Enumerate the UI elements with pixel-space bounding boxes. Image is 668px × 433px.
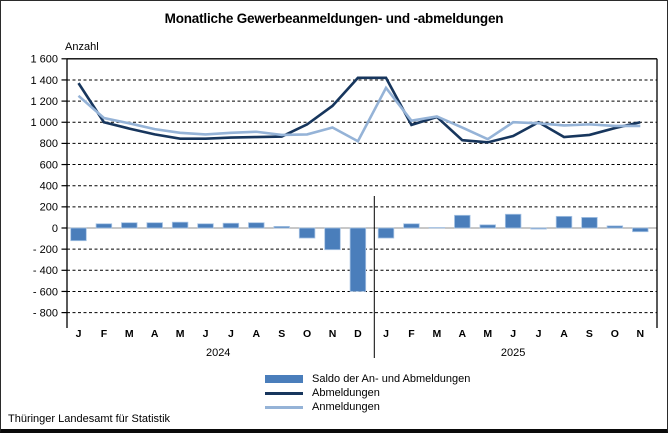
svg-text:- 600: - 600	[33, 286, 58, 298]
svg-text:1 200: 1 200	[30, 96, 58, 108]
svg-text:- 400: - 400	[33, 265, 58, 277]
svg-text:400: 400	[40, 181, 58, 193]
saldo-bar	[146, 222, 163, 229]
saldo-bar	[298, 227, 316, 239]
svg-text:F: F	[408, 328, 415, 340]
svg-text:D: D	[354, 328, 362, 340]
source-note: Thüringer Landesamt für Statistik	[8, 413, 171, 425]
svg-text:2024: 2024	[206, 347, 230, 359]
saldo-bar-swatch	[265, 375, 303, 383]
anmeldungen-line-swatch	[265, 405, 303, 409]
abmeldungen-line	[77, 76, 641, 144]
saldo-bar	[428, 227, 446, 229]
legend-item-saldo: Saldo der An- und Abmeldungen	[265, 373, 470, 385]
svg-text:J: J	[228, 328, 234, 340]
saldo-bar	[95, 223, 113, 229]
saldo-bars	[70, 213, 649, 292]
saldo-bar	[504, 213, 522, 229]
saldo-bar	[377, 227, 395, 239]
saldo-bar	[197, 223, 214, 229]
x-axis-year-labels: 2024 2025	[206, 347, 525, 359]
svg-text:A: A	[151, 328, 159, 340]
saldo-bar	[530, 227, 547, 230]
saldo-bar	[555, 215, 573, 229]
svg-text:0: 0	[52, 223, 58, 235]
svg-text:2025: 2025	[501, 347, 525, 359]
anmeldungen-line	[77, 85, 641, 144]
saldo-bar	[121, 222, 138, 229]
svg-text:M: M	[483, 328, 492, 340]
svg-text:A: A	[458, 328, 466, 340]
svg-text:O: O	[611, 328, 619, 340]
saldo-bar	[324, 227, 341, 251]
saldo-bar	[273, 226, 290, 229]
saldo-bar	[606, 225, 624, 229]
saldo-bar	[581, 217, 598, 229]
svg-text:- 800: - 800	[33, 307, 58, 319]
svg-text:N: N	[329, 328, 337, 340]
svg-text:F: F	[101, 328, 108, 340]
svg-text:J: J	[536, 328, 542, 340]
svg-text:M: M	[176, 328, 185, 340]
saldo-bar	[632, 227, 649, 233]
svg-text:M: M	[125, 328, 134, 340]
chart-legend: Saldo der An- und Abmeldungen Abmeldunge…	[265, 373, 470, 413]
svg-text:S: S	[278, 328, 285, 340]
svg-text:1 400: 1 400	[30, 75, 58, 87]
saldo-bar	[454, 214, 471, 229]
legend-item-abmeldungen: Abmeldungen	[265, 387, 470, 399]
svg-text:J: J	[203, 328, 209, 340]
svg-text:J: J	[76, 328, 82, 340]
saldo-bar	[479, 224, 496, 229]
saldo-bar	[349, 227, 367, 292]
y-axis-labels: 1 600 1 400 1 200 1 000 800 600 400 200 0 - 200 - …	[30, 54, 67, 319]
saldo-bar	[403, 223, 420, 229]
abmeldungen-line-swatch	[265, 391, 303, 395]
svg-text:A: A	[253, 328, 261, 340]
legend-item-anmeldungen: Anmeldungen	[265, 401, 470, 413]
legend-label-anmeldungen: Anmeldungen	[312, 401, 380, 413]
y-axis-title: Anzahl	[65, 41, 99, 53]
saldo-bar	[171, 221, 189, 229]
gridlines	[67, 79, 657, 314]
svg-text:O: O	[303, 328, 311, 340]
saldo-bar	[248, 222, 265, 229]
saldo-bar	[222, 222, 240, 229]
svg-text:1 000: 1 000	[30, 117, 58, 129]
svg-text:1 600: 1 600	[30, 54, 58, 66]
svg-text:200: 200	[40, 202, 58, 214]
svg-text:600: 600	[40, 159, 58, 171]
svg-text:J: J	[510, 328, 516, 340]
svg-text:800: 800	[40, 138, 58, 150]
svg-text:- 200: - 200	[33, 244, 58, 256]
svg-text:J: J	[383, 328, 389, 340]
saldo-bar	[70, 227, 87, 242]
svg-text:S: S	[586, 328, 593, 340]
plot-frame	[66, 58, 658, 328]
legend-label-saldo: Saldo der An- und Abmeldungen	[312, 373, 471, 385]
svg-text:A: A	[560, 328, 568, 340]
legend-label-abmeldungen: Abmeldungen	[312, 387, 380, 399]
chart-title: Monatliche Gewerbeanmeldungen- und -abme…	[164, 11, 504, 26]
svg-text:N: N	[637, 328, 645, 340]
svg-text:M: M	[432, 328, 441, 340]
